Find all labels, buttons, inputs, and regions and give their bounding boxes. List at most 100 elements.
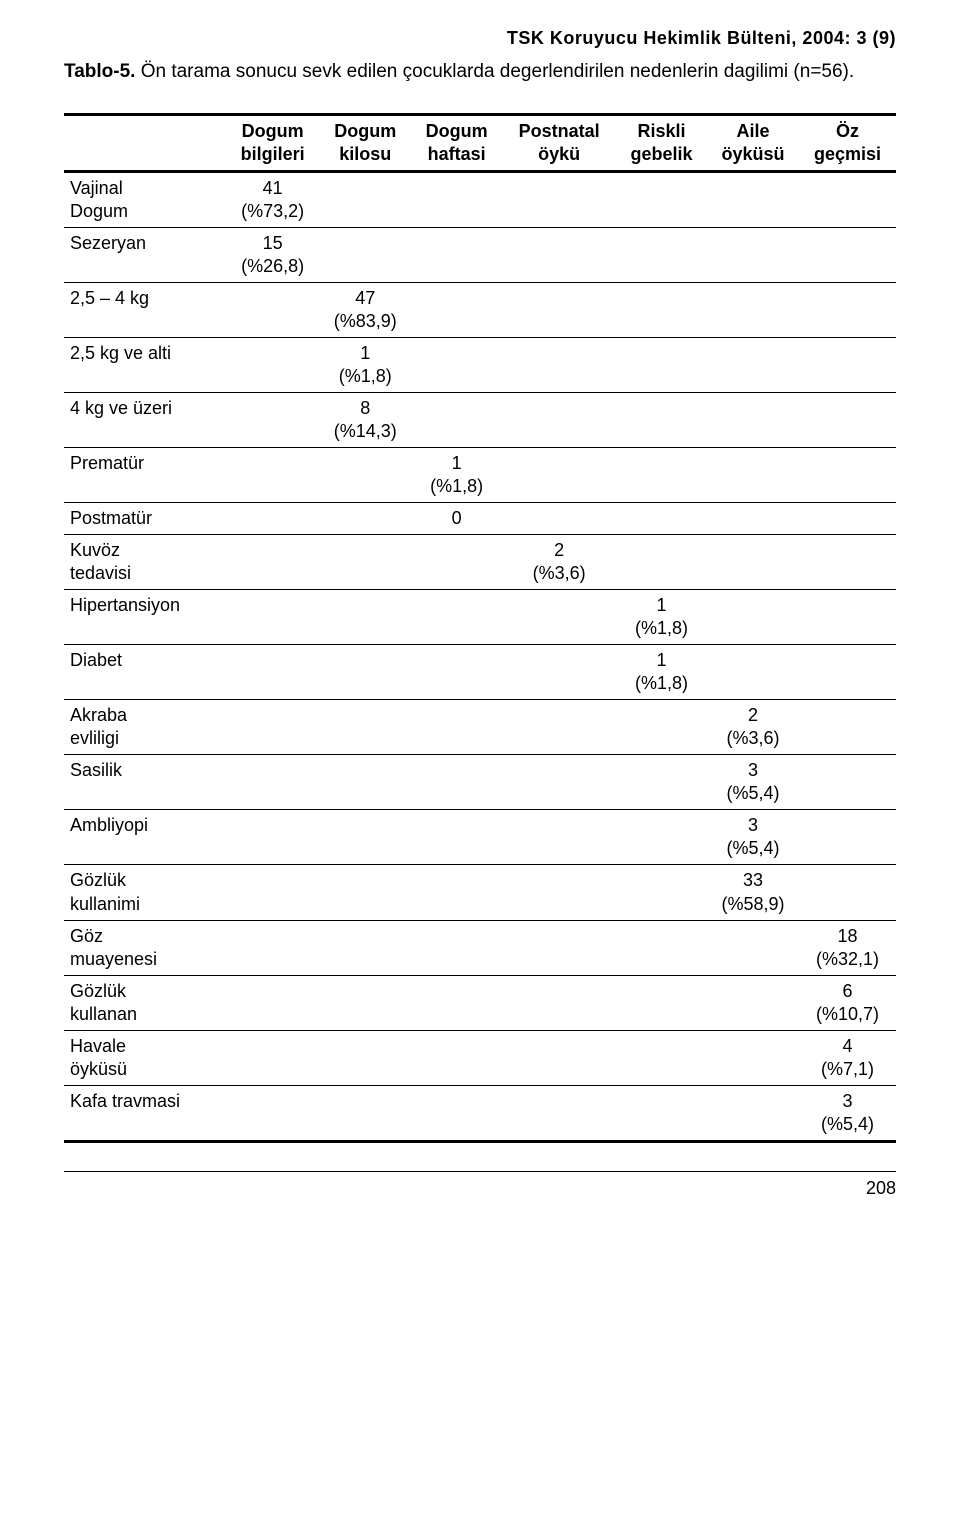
table-cell <box>319 865 411 920</box>
table-cell <box>502 645 616 700</box>
table-cell <box>502 503 616 535</box>
table-cell <box>411 865 502 920</box>
table-cell <box>226 700 319 755</box>
table-row: 4 kg ve üzeri8 (%14,3) <box>64 392 896 447</box>
table-cell <box>226 1085 319 1141</box>
table-row: Diabet1 (%1,8) <box>64 645 896 700</box>
table-cell <box>502 590 616 645</box>
table-cell <box>799 865 896 920</box>
row-label: Havale öyküsü <box>64 1030 226 1085</box>
table-cell <box>411 282 502 337</box>
table-cell <box>226 1030 319 1085</box>
table-cell <box>502 1030 616 1085</box>
table-cell: 1 (%1,8) <box>411 448 502 503</box>
table-cell <box>411 700 502 755</box>
page-number: 208 <box>64 1171 896 1199</box>
table-cell <box>707 645 799 700</box>
table-cell <box>799 503 896 535</box>
table-row: Gözlük kullanimi33 (%58,9) <box>64 865 896 920</box>
table-cell <box>502 810 616 865</box>
table-cell <box>411 392 502 447</box>
table-row: Havale öyküsü 4 (%7,1) <box>64 1030 896 1085</box>
table-cell <box>226 975 319 1030</box>
table-cell: 2 (%3,6) <box>502 535 616 590</box>
table-cell: 1 (%1,8) <box>616 590 707 645</box>
table-cell <box>707 171 799 227</box>
table-cell <box>411 1030 502 1085</box>
table-cell <box>616 1085 707 1141</box>
table-row: Ambliyopi3 (%5,4) <box>64 810 896 865</box>
table-cell: 3 (%5,4) <box>707 755 799 810</box>
table-cell <box>319 1085 411 1141</box>
table-row: Prematür1 (%1,8) <box>64 448 896 503</box>
table-head: Dogum bilgileriDogum kilosuDogum haftasi… <box>64 114 896 171</box>
table-cell <box>502 975 616 1030</box>
table-header-rowlabel <box>64 114 226 171</box>
table-cell <box>502 448 616 503</box>
table-row: 2,5 kg ve alti1 (%1,8) <box>64 337 896 392</box>
table-row: Hipertansiyon1 (%1,8) <box>64 590 896 645</box>
table-cell <box>616 920 707 975</box>
table-cell <box>502 227 616 282</box>
table-cell <box>411 975 502 1030</box>
row-label: Kafa travmasi <box>64 1085 226 1141</box>
table-cell <box>502 865 616 920</box>
table-row: Akraba evliligi 2 (%3,6) <box>64 700 896 755</box>
table-cell <box>319 590 411 645</box>
table-cell <box>616 810 707 865</box>
row-label: Akraba evliligi <box>64 700 226 755</box>
table-cell <box>411 590 502 645</box>
table-caption-label: Tablo-5. <box>64 61 135 82</box>
table-cell <box>799 645 896 700</box>
table-cell <box>616 171 707 227</box>
table-cell <box>319 503 411 535</box>
table-cell <box>502 171 616 227</box>
table-cell <box>799 810 896 865</box>
table-cell <box>411 227 502 282</box>
table-caption: Tablo-5. Ön tarama sonucu sevk edilen ço… <box>64 59 896 85</box>
table-cell: 1 (%1,8) <box>319 337 411 392</box>
table-row: Sezeryan15 (%26,8) <box>64 227 896 282</box>
table-cell: 15 (%26,8) <box>226 227 319 282</box>
table-cell <box>799 171 896 227</box>
table-cell <box>799 282 896 337</box>
table-row: Göz muayenesi18 (%32,1) <box>64 920 896 975</box>
running-head: TSK Koruyucu Hekimlik Bülteni, 2004: 3 (… <box>64 28 896 49</box>
table-cell: 3 (%5,4) <box>707 810 799 865</box>
table-cell: 0 <box>411 503 502 535</box>
table-cell: 4 (%7,1) <box>799 1030 896 1085</box>
table-cell <box>411 810 502 865</box>
table-cell: 8 (%14,3) <box>319 392 411 447</box>
table-cell <box>799 590 896 645</box>
table-cell <box>707 282 799 337</box>
table-cell <box>319 227 411 282</box>
table-cell <box>616 503 707 535</box>
table-cell: 6 (%10,7) <box>799 975 896 1030</box>
table-cell <box>799 755 896 810</box>
table-cell <box>707 590 799 645</box>
table-row: 2,5 – 4 kg47 (%83,9) <box>64 282 896 337</box>
table-cell <box>616 448 707 503</box>
table-cell <box>799 535 896 590</box>
table-cell <box>226 282 319 337</box>
table-cell <box>616 282 707 337</box>
row-label: 2,5 – 4 kg <box>64 282 226 337</box>
table-cell <box>799 392 896 447</box>
table-cell <box>319 975 411 1030</box>
table-cell <box>707 1030 799 1085</box>
table-cell: 2 (%3,6) <box>707 700 799 755</box>
table-cell <box>707 448 799 503</box>
table-cell <box>707 1085 799 1141</box>
row-label: Kuvöz tedavisi <box>64 535 226 590</box>
table-body: Vajinal Dogum41 (%73,2)Sezeryan15 (%26,8… <box>64 171 896 1141</box>
table-cell <box>707 920 799 975</box>
table-cell <box>226 448 319 503</box>
table-cell <box>226 392 319 447</box>
table-cell <box>799 337 896 392</box>
table-cell <box>411 645 502 700</box>
table-cell <box>319 755 411 810</box>
data-table: Dogum bilgileriDogum kilosuDogum haftasi… <box>64 113 896 1143</box>
page: TSK Koruyucu Hekimlik Bülteni, 2004: 3 (… <box>0 0 960 1518</box>
table-cell: 3 (%5,4) <box>799 1085 896 1141</box>
table-cell <box>411 1085 502 1141</box>
